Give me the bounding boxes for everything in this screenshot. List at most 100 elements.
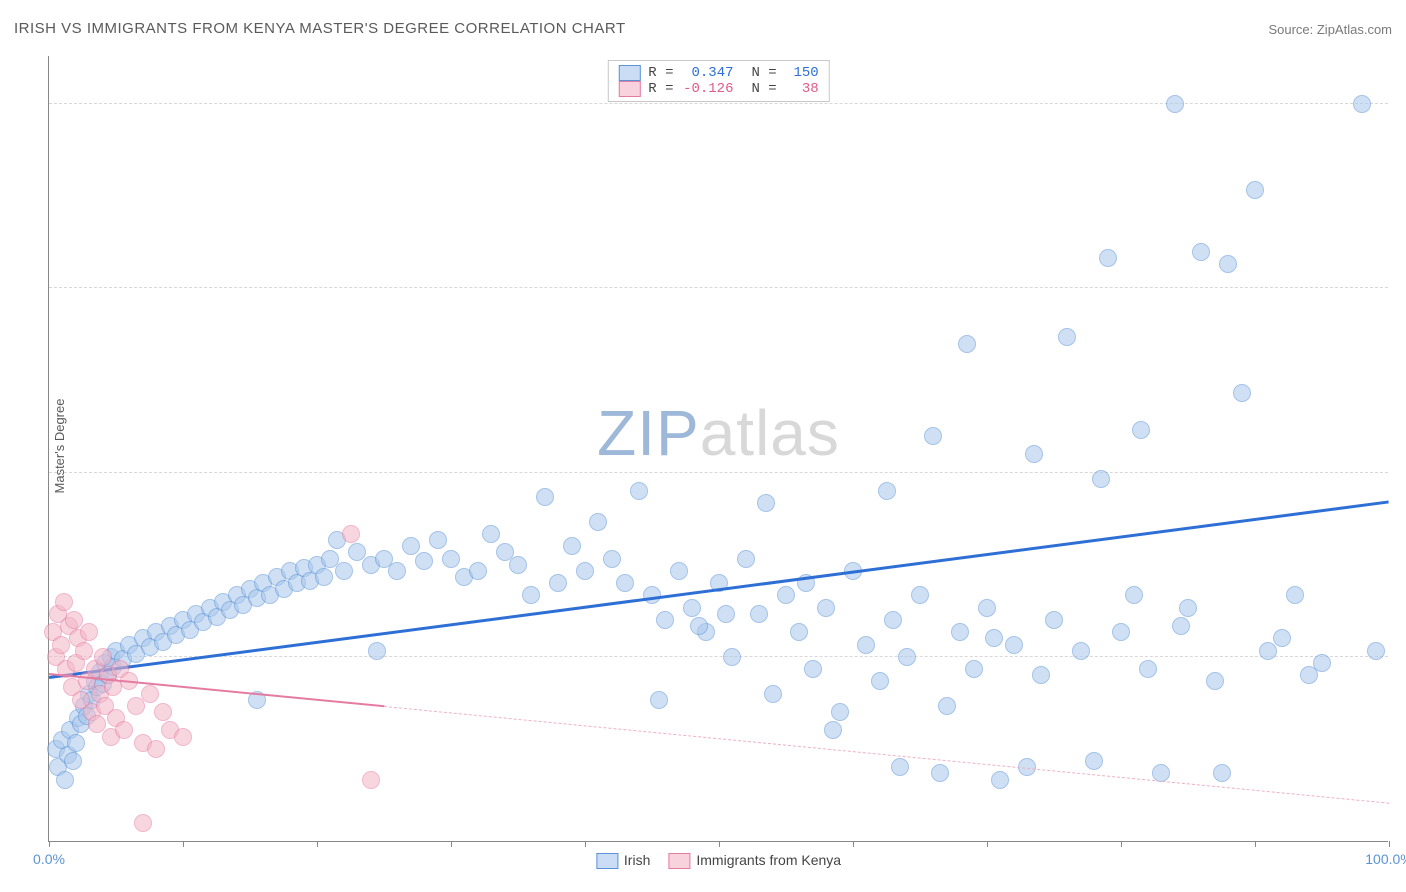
scatter-point — [958, 335, 976, 353]
scatter-point — [656, 611, 674, 629]
scatter-point — [824, 721, 842, 739]
scatter-point — [938, 697, 956, 715]
scatter-point — [1246, 181, 1264, 199]
legend-swatch — [668, 853, 690, 869]
scatter-point — [683, 599, 701, 617]
x-tick — [853, 841, 854, 847]
scatter-point — [1099, 249, 1117, 267]
legend-n-value: 150 — [785, 65, 819, 81]
scatter-point — [985, 629, 1003, 647]
scatter-point — [777, 586, 795, 604]
scatter-point — [804, 660, 822, 678]
gridline — [49, 656, 1388, 657]
scatter-point — [429, 531, 447, 549]
scatter-point — [991, 771, 1009, 789]
scatter-point — [576, 562, 594, 580]
scatter-point — [911, 586, 929, 604]
scatter-point — [563, 537, 581, 555]
legend-r-label: R = — [648, 81, 673, 97]
scatter-point — [589, 513, 607, 531]
scatter-point — [737, 550, 755, 568]
legend-swatch — [596, 853, 618, 869]
scatter-point — [55, 593, 73, 611]
scatter-point — [469, 562, 487, 580]
watermark-atlas: atlas — [700, 397, 840, 469]
scatter-point — [1353, 95, 1371, 113]
scatter-point — [1273, 629, 1291, 647]
legend-stats-box: R =0.347N =150R =-0.126N =38 — [607, 60, 829, 102]
x-tick — [987, 841, 988, 847]
scatter-point — [898, 648, 916, 666]
scatter-point — [884, 611, 902, 629]
scatter-point — [757, 494, 775, 512]
scatter-point — [1172, 617, 1190, 635]
scatter-point — [1005, 636, 1023, 654]
legend-r-label: R = — [648, 65, 673, 81]
scatter-point — [723, 648, 741, 666]
scatter-point — [522, 586, 540, 604]
scatter-point — [1286, 586, 1304, 604]
legend-series-item: Immigrants from Kenya — [668, 852, 841, 869]
scatter-point — [616, 574, 634, 592]
scatter-point — [670, 562, 688, 580]
scatter-point — [64, 752, 82, 770]
scatter-point — [924, 427, 942, 445]
scatter-point — [154, 703, 172, 721]
correlation-chart: IRISH VS IMMIGRANTS FROM KENYA MASTER'S … — [0, 0, 1406, 892]
scatter-point — [1206, 672, 1224, 690]
legend-r-value: -0.126 — [682, 81, 734, 97]
scatter-point — [965, 660, 983, 678]
scatter-point — [482, 525, 500, 543]
legend-series-item: Irish — [596, 852, 650, 869]
scatter-point — [857, 636, 875, 654]
scatter-point — [549, 574, 567, 592]
scatter-point — [1219, 255, 1237, 273]
scatter-point — [1032, 666, 1050, 684]
x-tick — [317, 841, 318, 847]
legend-series-label: Immigrants from Kenya — [696, 852, 841, 868]
scatter-point — [1192, 243, 1210, 261]
scatter-point — [1092, 470, 1110, 488]
scatter-point — [75, 642, 93, 660]
scatter-point — [315, 568, 333, 586]
scatter-point — [831, 703, 849, 721]
scatter-point — [134, 814, 152, 832]
gridline — [49, 472, 1388, 473]
legend-swatch — [618, 65, 640, 81]
scatter-point — [764, 685, 782, 703]
scatter-point — [94, 648, 112, 666]
scatter-point — [1025, 445, 1043, 463]
scatter-point — [1179, 599, 1197, 617]
scatter-point — [342, 525, 360, 543]
scatter-point — [1139, 660, 1157, 678]
scatter-point — [630, 482, 648, 500]
legend-n-value: 38 — [785, 81, 819, 97]
scatter-point — [415, 552, 433, 570]
scatter-point — [871, 672, 889, 690]
gridline — [49, 103, 1388, 104]
legend-swatch — [618, 81, 640, 97]
scatter-point — [1367, 642, 1385, 660]
scatter-point — [1313, 654, 1331, 672]
x-tick — [1255, 841, 1256, 847]
scatter-point — [790, 623, 808, 641]
scatter-point — [509, 556, 527, 574]
x-tick — [585, 841, 586, 847]
scatter-point — [141, 685, 159, 703]
source-attribution: Source: ZipAtlas.com — [1268, 22, 1392, 37]
scatter-point — [931, 764, 949, 782]
scatter-point — [891, 758, 909, 776]
x-tick — [1121, 841, 1122, 847]
y-tick-label: 15.0% — [1394, 633, 1406, 649]
x-tick — [183, 841, 184, 847]
scatter-point — [690, 617, 708, 635]
scatter-point — [717, 605, 735, 623]
scatter-point — [878, 482, 896, 500]
watermark: ZIPatlas — [597, 396, 840, 470]
scatter-point — [1045, 611, 1063, 629]
y-tick-label: 45.0% — [1394, 264, 1406, 280]
scatter-point — [1112, 623, 1130, 641]
scatter-point — [1166, 95, 1184, 113]
legend-series: Irish Immigrants from Kenya — [596, 852, 841, 869]
scatter-point — [402, 537, 420, 555]
